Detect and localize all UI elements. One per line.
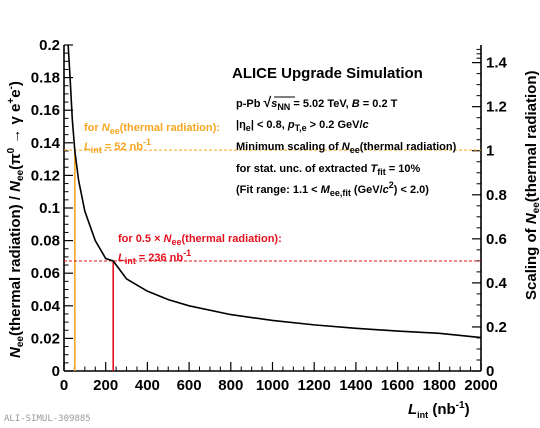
annotation-line-3: Minimum scaling of Nee(thermal radiation… [236, 141, 457, 155]
x-axis-label: Lint (nb-1) [408, 400, 470, 420]
y-tick-label: 0.06 [31, 265, 60, 282]
y2-tick-label: 0.8 [486, 187, 507, 204]
x-tick-label: 1800 [423, 377, 456, 394]
figure-id-footer: ALI-SIMUL-309885 [4, 414, 91, 424]
y-axis-label-right: Scaling of Nee(thermal radiation) [523, 71, 540, 301]
y2-tick-label: 1.4 [486, 55, 508, 72]
y2-tick-label: 0.6 [486, 231, 507, 248]
y-tick-label: 0 [52, 363, 60, 380]
x-tick-label: 1000 [256, 377, 289, 394]
x-tick-label: 400 [135, 377, 160, 394]
series-curve [67, 44, 482, 339]
y-tick-label: 0.04 [31, 298, 61, 315]
y2-tick-label: 1.2 [486, 99, 507, 116]
orange-annotation-line-1: for Nee(thermal radiation): [84, 122, 220, 136]
y-tick-label: 0.08 [31, 233, 60, 250]
x-tick-label: 1400 [339, 377, 372, 394]
y2-tick-label: 0 [486, 363, 494, 380]
x-tick-label: 0 [60, 377, 68, 394]
y-tick-label: 0.1 [39, 200, 60, 217]
y-tick-label: 0.2 [39, 37, 60, 54]
red-annotation-line-1: for 0.5 × Nee(thermal radiation): [118, 233, 282, 247]
y-tick-label: 0.02 [31, 330, 60, 347]
y2-tick-label: 0.2 [486, 319, 507, 336]
annotation-line-2: |ηe| < 0.8, pT,e > 0.2 GeV/c [236, 119, 369, 133]
x-tick-label: 800 [218, 377, 243, 394]
annotation-title: ALICE Upgrade Simulation [232, 65, 423, 82]
y-axis-label-left: Nee(thermal radiation) / Nee(π0 → γ e+e-… [6, 81, 26, 358]
x-tick-label: 1200 [298, 377, 331, 394]
y2-tick-label: 1 [486, 143, 494, 160]
sqrt-sign: √ [264, 94, 272, 110]
y-tick-label: 0.18 [31, 70, 60, 87]
annotation-line-1: p-Pb √sNN = 5.02 TeV, B = 0.2 T [236, 94, 398, 112]
y-tick-label: 0.16 [31, 102, 60, 119]
y2-tick-label: 0.4 [486, 275, 508, 292]
x-tick-label: 1600 [381, 377, 414, 394]
orange-annotation-line-2: Lint = 52 nb-1 [84, 137, 151, 155]
x-tick-label: 600 [177, 377, 202, 394]
red-annotation-line-2: Lint = 236 nb-1 [118, 248, 191, 266]
y-tick-label: 0.14 [31, 135, 61, 152]
y-tick-label: 0.12 [31, 167, 60, 184]
ticks-layer: 0 200 400 600 800 1000 1200 1400 1600 1800 200000.… [31, 37, 508, 394]
annotation-line-5: (Fit range: 1.1 < Mee,fit (GeV/c2) < 2.0… [236, 180, 429, 198]
x-tick-label: 200 [93, 377, 118, 394]
x-tick-label: 2000 [464, 377, 497, 394]
reference-lines-layer [64, 149, 481, 371]
annotation-line-4: for stat. unc. of extracted Tfit = 10% [236, 163, 420, 177]
